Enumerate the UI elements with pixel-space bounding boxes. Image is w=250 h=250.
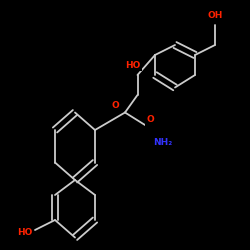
Text: HO: HO [17,228,33,237]
Text: HO: HO [125,60,140,70]
Text: O: O [146,116,154,124]
Text: NH₂: NH₂ [153,138,172,147]
Text: O: O [111,100,119,110]
Text: OH: OH [207,10,223,20]
